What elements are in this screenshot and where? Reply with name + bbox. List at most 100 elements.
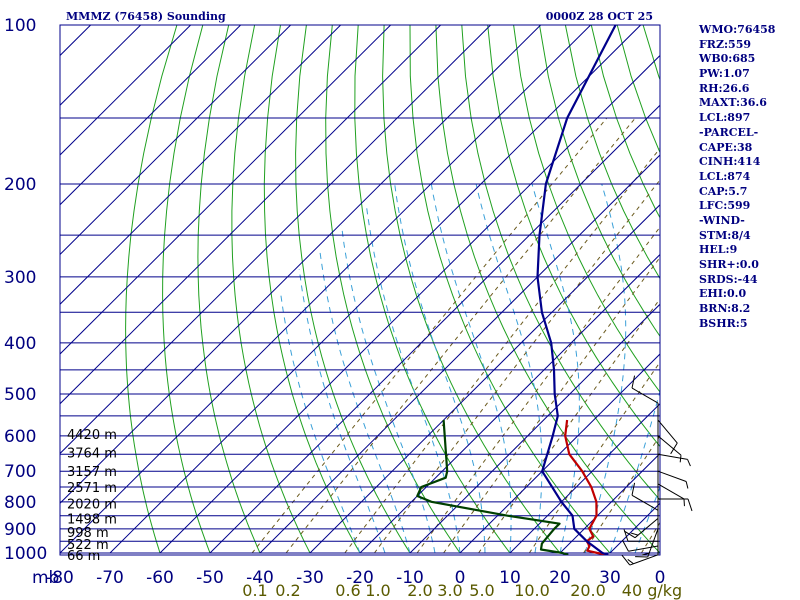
height-label-6: 998 m [67, 526, 109, 541]
sounding-indices-list: WMO:76458 FRZ:559 WB0:685 PW:1.07 RH:26.6 MAX… [699, 23, 775, 331]
stat-item-10: LCL:874 [699, 169, 751, 183]
wind-barb-5 [631, 482, 659, 511]
mixing-ratio-label-6: 5.0 [469, 581, 494, 600]
moist-adiabat-35 [634, 485, 660, 554]
mixing-ratio-1 [373, 179, 660, 554]
temp-label-5: -30 [296, 568, 324, 588]
temp-label-0: -80 [46, 568, 74, 588]
mixing-ratio-label-0: 0.1 [242, 581, 267, 600]
isotherm-m110 [60, 25, 441, 405]
isotherm-10 [509, 403, 660, 554]
temp-label-2: -60 [146, 568, 174, 588]
mixing-ratio-0p2 [285, 117, 636, 554]
temp-label-8: 0 [455, 568, 466, 588]
mixing-ratio-3 [443, 256, 660, 554]
moist-adiabat-20 [531, 183, 580, 554]
temp-label-12: 0 [655, 568, 666, 588]
stat-item-17: SRDS:-44 [699, 272, 758, 286]
mixing-ratio-label-2: 0.6 [335, 581, 360, 600]
pressure-label-600: 600 [4, 427, 36, 447]
mixing-ratio-label-5: 3.0 [437, 581, 462, 600]
temp-label-10: 20 [549, 568, 571, 588]
stat-item-8: CAPE:38 [699, 140, 753, 154]
wind-barb-1 [621, 539, 659, 552]
stat-item-7: -PARCEL- [699, 125, 759, 139]
isotherm-m120 [60, 25, 391, 355]
isotherm-m30 [309, 204, 660, 554]
stat-item-4: RH:26.6 [699, 81, 750, 95]
height-label-7: 522 m [67, 538, 109, 553]
isotherm-m140 [60, 25, 291, 256]
mixing-ratio-label-8: 20.0 [570, 581, 606, 600]
valid-time: 0000Z 28 OCT 25 [546, 10, 653, 23]
stat-item-20: BSHR:5 [699, 316, 748, 330]
stat-item-16: SHR+:0.0 [699, 258, 759, 271]
isotherm-20 [559, 452, 660, 554]
wind-barb-4 [623, 518, 659, 539]
isotherm-m80 [60, 25, 591, 554]
mixing-ratio-label-7: 10.0 [514, 581, 550, 600]
isotherm-m50 [209, 104, 660, 554]
mixing-ratio-0p1 [251, 117, 608, 554]
isotherm-m90 [60, 25, 541, 504]
wind-barb-9 [657, 453, 691, 467]
height-label-8: 66 m [67, 549, 100, 564]
mixing-ratio-20 [583, 434, 660, 554]
temp-label-11: 30 [599, 568, 621, 588]
pressure-label-800: 800 [4, 493, 36, 513]
stat-item-11: CAP:5.7 [699, 184, 748, 198]
isotherm-0 [459, 353, 660, 554]
moist-adiabat-10 [430, 183, 512, 554]
stat-item-19: BRN:8.2 [699, 302, 751, 316]
wind-barb-0 [621, 554, 659, 566]
stat-item-9: CINH:414 [699, 155, 761, 169]
wind-barb-11 [657, 419, 678, 455]
profile-series-2 [416, 419, 569, 555]
pressure-label-700: 700 [4, 462, 36, 482]
mixing-ratio-label-1: 0.2 [275, 581, 300, 600]
stat-item-18: EHI:0.0 [699, 287, 747, 301]
stat-item-0: WMO:76458 [699, 23, 776, 36]
isotherm-m10 [409, 303, 660, 554]
temp-label-7: -10 [396, 568, 424, 588]
pressure-label-900: 900 [4, 520, 36, 540]
moist-adiabat-m10 [319, 252, 411, 554]
height-label-2: 3157 m [67, 465, 117, 480]
stat-item-2: WB0:685 [699, 52, 756, 66]
stat-item-15: HEL:9 [699, 243, 738, 257]
station-title: MMMZ (76458) Sounding [66, 10, 226, 23]
pressure-label-400: 400 [4, 334, 36, 354]
mixing-ratio-label-9: 40 g/kg [622, 581, 682, 600]
plot-frame [59, 24, 661, 556]
stat-item-1: FRZ:559 [699, 37, 752, 51]
mixing-ratio-label-4: 2.0 [407, 581, 432, 600]
stat-item-13: -WIND- [699, 213, 745, 227]
height-label-4: 2020 m [67, 497, 117, 512]
stat-item-6: LCL:897 [699, 111, 751, 125]
stat-item-5: MAXT:36.6 [699, 96, 767, 110]
wind-barb-10 [657, 435, 682, 463]
isotherm-lines [60, 25, 660, 554]
isotherm-m70 [109, 25, 641, 554]
profile-series-1 [536, 25, 617, 555]
height-label-5: 1498 m [67, 512, 117, 527]
pressure-label-100: 100 [4, 16, 36, 36]
isotherm-m130 [60, 25, 341, 305]
pressure-label-300: 300 [4, 268, 36, 288]
height-label-3: 2571 m [67, 481, 117, 496]
temp-label-9: 10 [499, 568, 521, 588]
isotherm-m20 [359, 253, 660, 554]
moist-adiabat-m5 [341, 225, 436, 554]
profile-series-0 [564, 419, 609, 555]
pressure-label-1000: 1000 [4, 544, 47, 564]
stat-item-3: PW:1.07 [699, 67, 750, 81]
temp-label-4: -40 [246, 568, 274, 588]
mixing-ratio-2 [416, 226, 660, 554]
height-label-0: 4420 m [67, 428, 117, 443]
height-label-1: 3764 m [67, 446, 117, 461]
temp-label-3: -50 [196, 568, 224, 588]
wind-barb-3 [635, 528, 659, 558]
stat-item-14: STM:8/4 [699, 228, 751, 242]
